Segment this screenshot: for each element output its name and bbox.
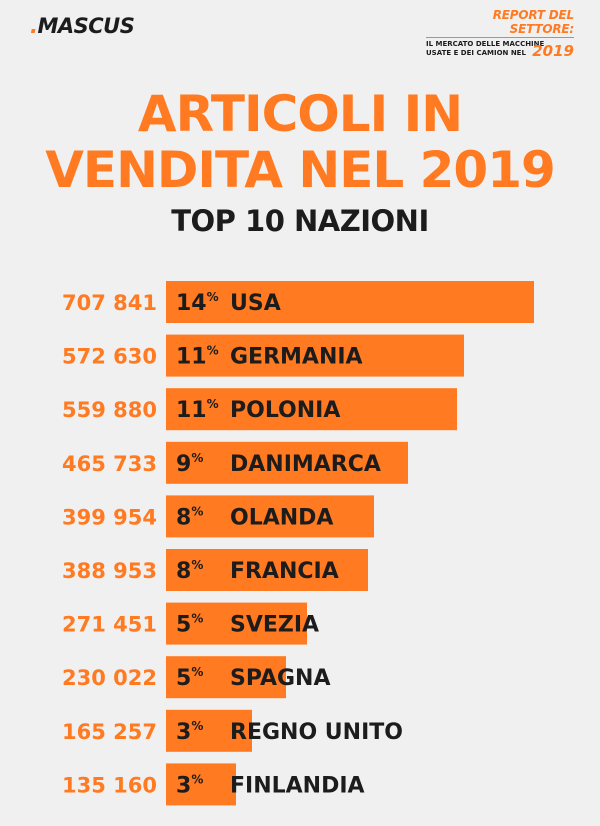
- value-label: 230 022: [62, 666, 157, 690]
- logo-dot: .: [30, 14, 38, 38]
- report-line-2: USATE E DEI CAMION NEL: [426, 49, 526, 57]
- percent-sign: %: [191, 558, 203, 572]
- title-line-1: ARTICOLI IN: [137, 85, 463, 143]
- report-line-1: IL MERCATO DELLE MACCHINE: [426, 40, 545, 48]
- bar: [166, 763, 236, 806]
- category-label: FRANCIA: [230, 559, 339, 584]
- category-label: POLONIA: [230, 398, 340, 423]
- value-label: 707 841: [62, 291, 157, 315]
- percent-sign: %: [191, 504, 203, 518]
- report-header: REPORT DEL SETTORE: IL MERCATO DELLE MAC…: [426, 8, 575, 60]
- page-subtitle: TOP 10 NAZIONI: [171, 204, 429, 238]
- value-label: 135 160: [62, 773, 157, 797]
- percent-label: 9%: [176, 451, 203, 477]
- bar: [166, 334, 464, 377]
- percent-sign: %: [191, 612, 203, 626]
- percent-sign: %: [207, 397, 219, 411]
- category-label: OLANDA: [230, 505, 333, 530]
- bar: [166, 495, 374, 538]
- percent-sign: %: [191, 451, 203, 465]
- percent-sign: %: [191, 772, 203, 786]
- value-label: 388 953: [62, 559, 157, 583]
- value-label: 399 954: [62, 505, 157, 529]
- mascus-logo: .MASCUS: [30, 14, 135, 38]
- bar: [166, 656, 286, 699]
- value-label: 271 451: [62, 613, 157, 637]
- category-label: SPAGNA: [230, 666, 330, 691]
- title-line-2: VENDITA NEL 2019: [45, 141, 556, 199]
- value-label: 465 733: [62, 452, 157, 476]
- percent-sign: %: [207, 344, 219, 358]
- bar: [166, 602, 307, 645]
- percent-sign: %: [191, 665, 203, 679]
- percent-sign: %: [207, 290, 219, 304]
- value-label: 572 630: [62, 345, 157, 369]
- category-label: GERMANIA: [230, 345, 363, 370]
- bar: [166, 709, 252, 752]
- percent-sign: %: [191, 719, 203, 733]
- report-body: IL MERCATO DELLE MACCHINE USATE E DEI CA…: [426, 37, 574, 60]
- bar: [166, 281, 534, 323]
- percent-label: 5%: [176, 612, 203, 638]
- value-label: 165 257: [62, 720, 157, 744]
- category-label: FINLANDIA: [230, 773, 365, 798]
- bar: [166, 388, 457, 431]
- category-label: DANIMARCA: [230, 452, 381, 477]
- category-label: SVEZIA: [230, 613, 319, 638]
- category-label: REGNO UNITO: [230, 720, 403, 745]
- page-title: ARTICOLI IN VENDITA NEL 2019: [0, 86, 600, 198]
- report-year: 2019: [532, 42, 574, 60]
- bar: [166, 441, 408, 484]
- value-label: 559 880: [62, 398, 157, 422]
- bar: [166, 549, 368, 591]
- report-title: REPORT DEL SETTORE:: [492, 8, 575, 36]
- category-label: USA: [230, 291, 281, 316]
- logo-text: MASCUS: [37, 14, 135, 38]
